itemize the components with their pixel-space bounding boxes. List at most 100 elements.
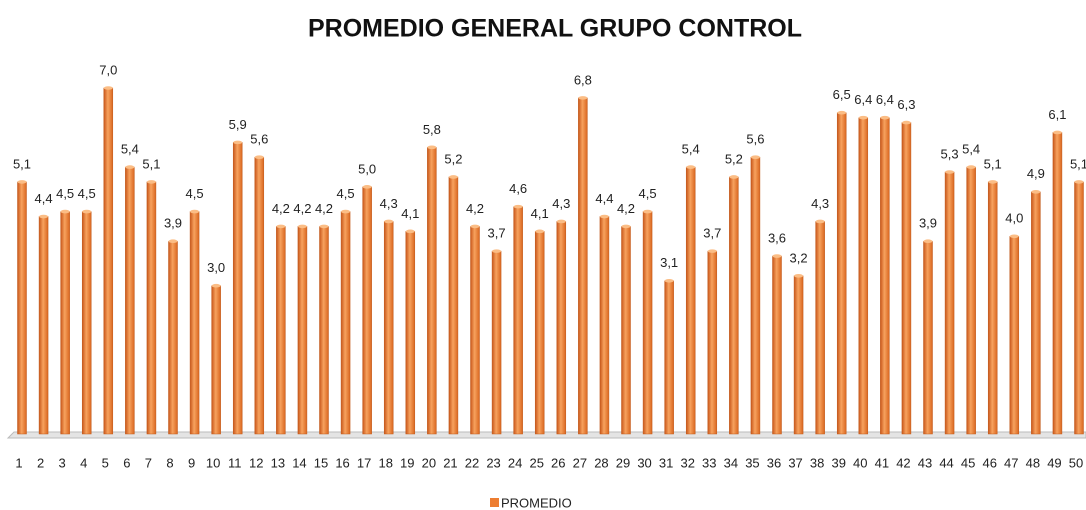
bar-top (168, 239, 178, 244)
bar (362, 186, 372, 435)
bar-top (125, 165, 135, 169)
bar-top (686, 165, 696, 169)
x-tick-label: 16 (335, 455, 349, 470)
bar (923, 240, 933, 435)
x-tick-label: 9 (188, 455, 195, 470)
bar-top (276, 224, 286, 229)
bar-top (729, 175, 739, 179)
bar (880, 117, 890, 435)
x-tick-label: 45 (961, 455, 975, 470)
bar-top (17, 180, 27, 184)
data-label: 3,2 (790, 250, 808, 265)
bar (38, 216, 49, 435)
bar-top (966, 165, 976, 169)
x-tick-label: 32 (680, 455, 694, 470)
bar (513, 206, 523, 435)
data-label: 5,6 (746, 132, 764, 147)
bar (556, 221, 567, 435)
data-label: 4,5 (56, 186, 74, 201)
bar-top (233, 140, 243, 145)
x-tick-label: 46 (982, 455, 996, 470)
bar-top (470, 224, 480, 229)
x-tick-label: 27 (573, 455, 587, 470)
bar-top (190, 209, 200, 214)
bar (254, 156, 265, 435)
x-tick-label: 20 (422, 455, 436, 470)
bar-top (254, 155, 264, 159)
x-tick-label: 4 (80, 455, 87, 470)
x-tick-label: 23 (486, 455, 500, 470)
bar-top (146, 180, 156, 184)
x-tick-label: 18 (378, 455, 392, 470)
data-label: 4,4 (595, 191, 613, 206)
bar (599, 216, 610, 435)
bar-top (707, 249, 717, 253)
bar-top (427, 145, 437, 150)
bar (491, 250, 502, 435)
bar-top (103, 86, 113, 90)
x-tick-label: 3 (59, 455, 66, 470)
bar-top (1031, 190, 1041, 194)
bar-top (923, 239, 933, 244)
x-tick-label: 26 (551, 455, 565, 470)
bar-top (319, 224, 329, 229)
bar (189, 211, 200, 435)
bar (858, 117, 869, 435)
bar (1031, 191, 1041, 435)
x-tick-label: 22 (465, 455, 479, 470)
data-label: 5,4 (962, 142, 980, 157)
x-tick-label: 2 (37, 455, 44, 470)
bar-top (492, 249, 502, 253)
bar (211, 285, 221, 435)
bar (405, 231, 416, 435)
x-tick-label: 35 (745, 455, 759, 470)
x-tick-label: 48 (1026, 455, 1040, 470)
x-tick-label: 7 (145, 455, 152, 470)
data-label: 4,2 (293, 201, 311, 216)
x-tick-label: 11 (228, 455, 242, 470)
data-label: 4,5 (337, 186, 355, 201)
data-label: 6,3 (897, 97, 915, 112)
data-label: 4,3 (380, 196, 398, 211)
bar (103, 87, 114, 435)
x-tick-label: 50 (1069, 455, 1083, 470)
bar (427, 147, 437, 435)
data-label: 4,5 (78, 186, 96, 201)
chart-title: PROMEDIO GENERAL GRUPO CONTROL (308, 15, 802, 43)
x-tick-label: 1 (15, 455, 22, 470)
bar-top (1074, 180, 1084, 184)
bar (987, 181, 998, 435)
data-label: 5,2 (444, 151, 462, 166)
data-label: 5,4 (682, 142, 700, 157)
bar-top (362, 185, 372, 189)
data-label: 3,7 (488, 226, 506, 241)
bar-top (513, 204, 523, 209)
data-label: 4,5 (639, 186, 657, 201)
bar (297, 226, 308, 435)
data-label: 7,0 (99, 62, 117, 77)
x-tick-label: 24 (508, 455, 522, 470)
bar (448, 176, 459, 435)
bar (836, 112, 847, 435)
data-label: 4,2 (617, 201, 635, 216)
legend-swatch (490, 498, 499, 507)
bar (664, 280, 674, 435)
bar (1052, 132, 1063, 435)
data-label: 4,3 (552, 196, 570, 211)
legend-label: PROMEDIO (501, 495, 572, 510)
x-tick-label: 25 (529, 455, 543, 470)
data-label: 4,5 (186, 186, 204, 201)
x-tick-label: 21 (443, 455, 457, 470)
data-label: 5,1 (13, 156, 31, 171)
data-label: 4,9 (1027, 166, 1045, 181)
x-tick-label: 41 (875, 455, 889, 470)
data-label: 5,9 (229, 117, 247, 132)
x-tick-label: 31 (659, 455, 673, 470)
bar (146, 181, 157, 435)
bar (168, 240, 178, 435)
bar-top (297, 224, 307, 229)
data-label: 4,2 (315, 201, 333, 216)
data-label: 5,0 (358, 161, 376, 176)
bar-top (837, 110, 847, 115)
